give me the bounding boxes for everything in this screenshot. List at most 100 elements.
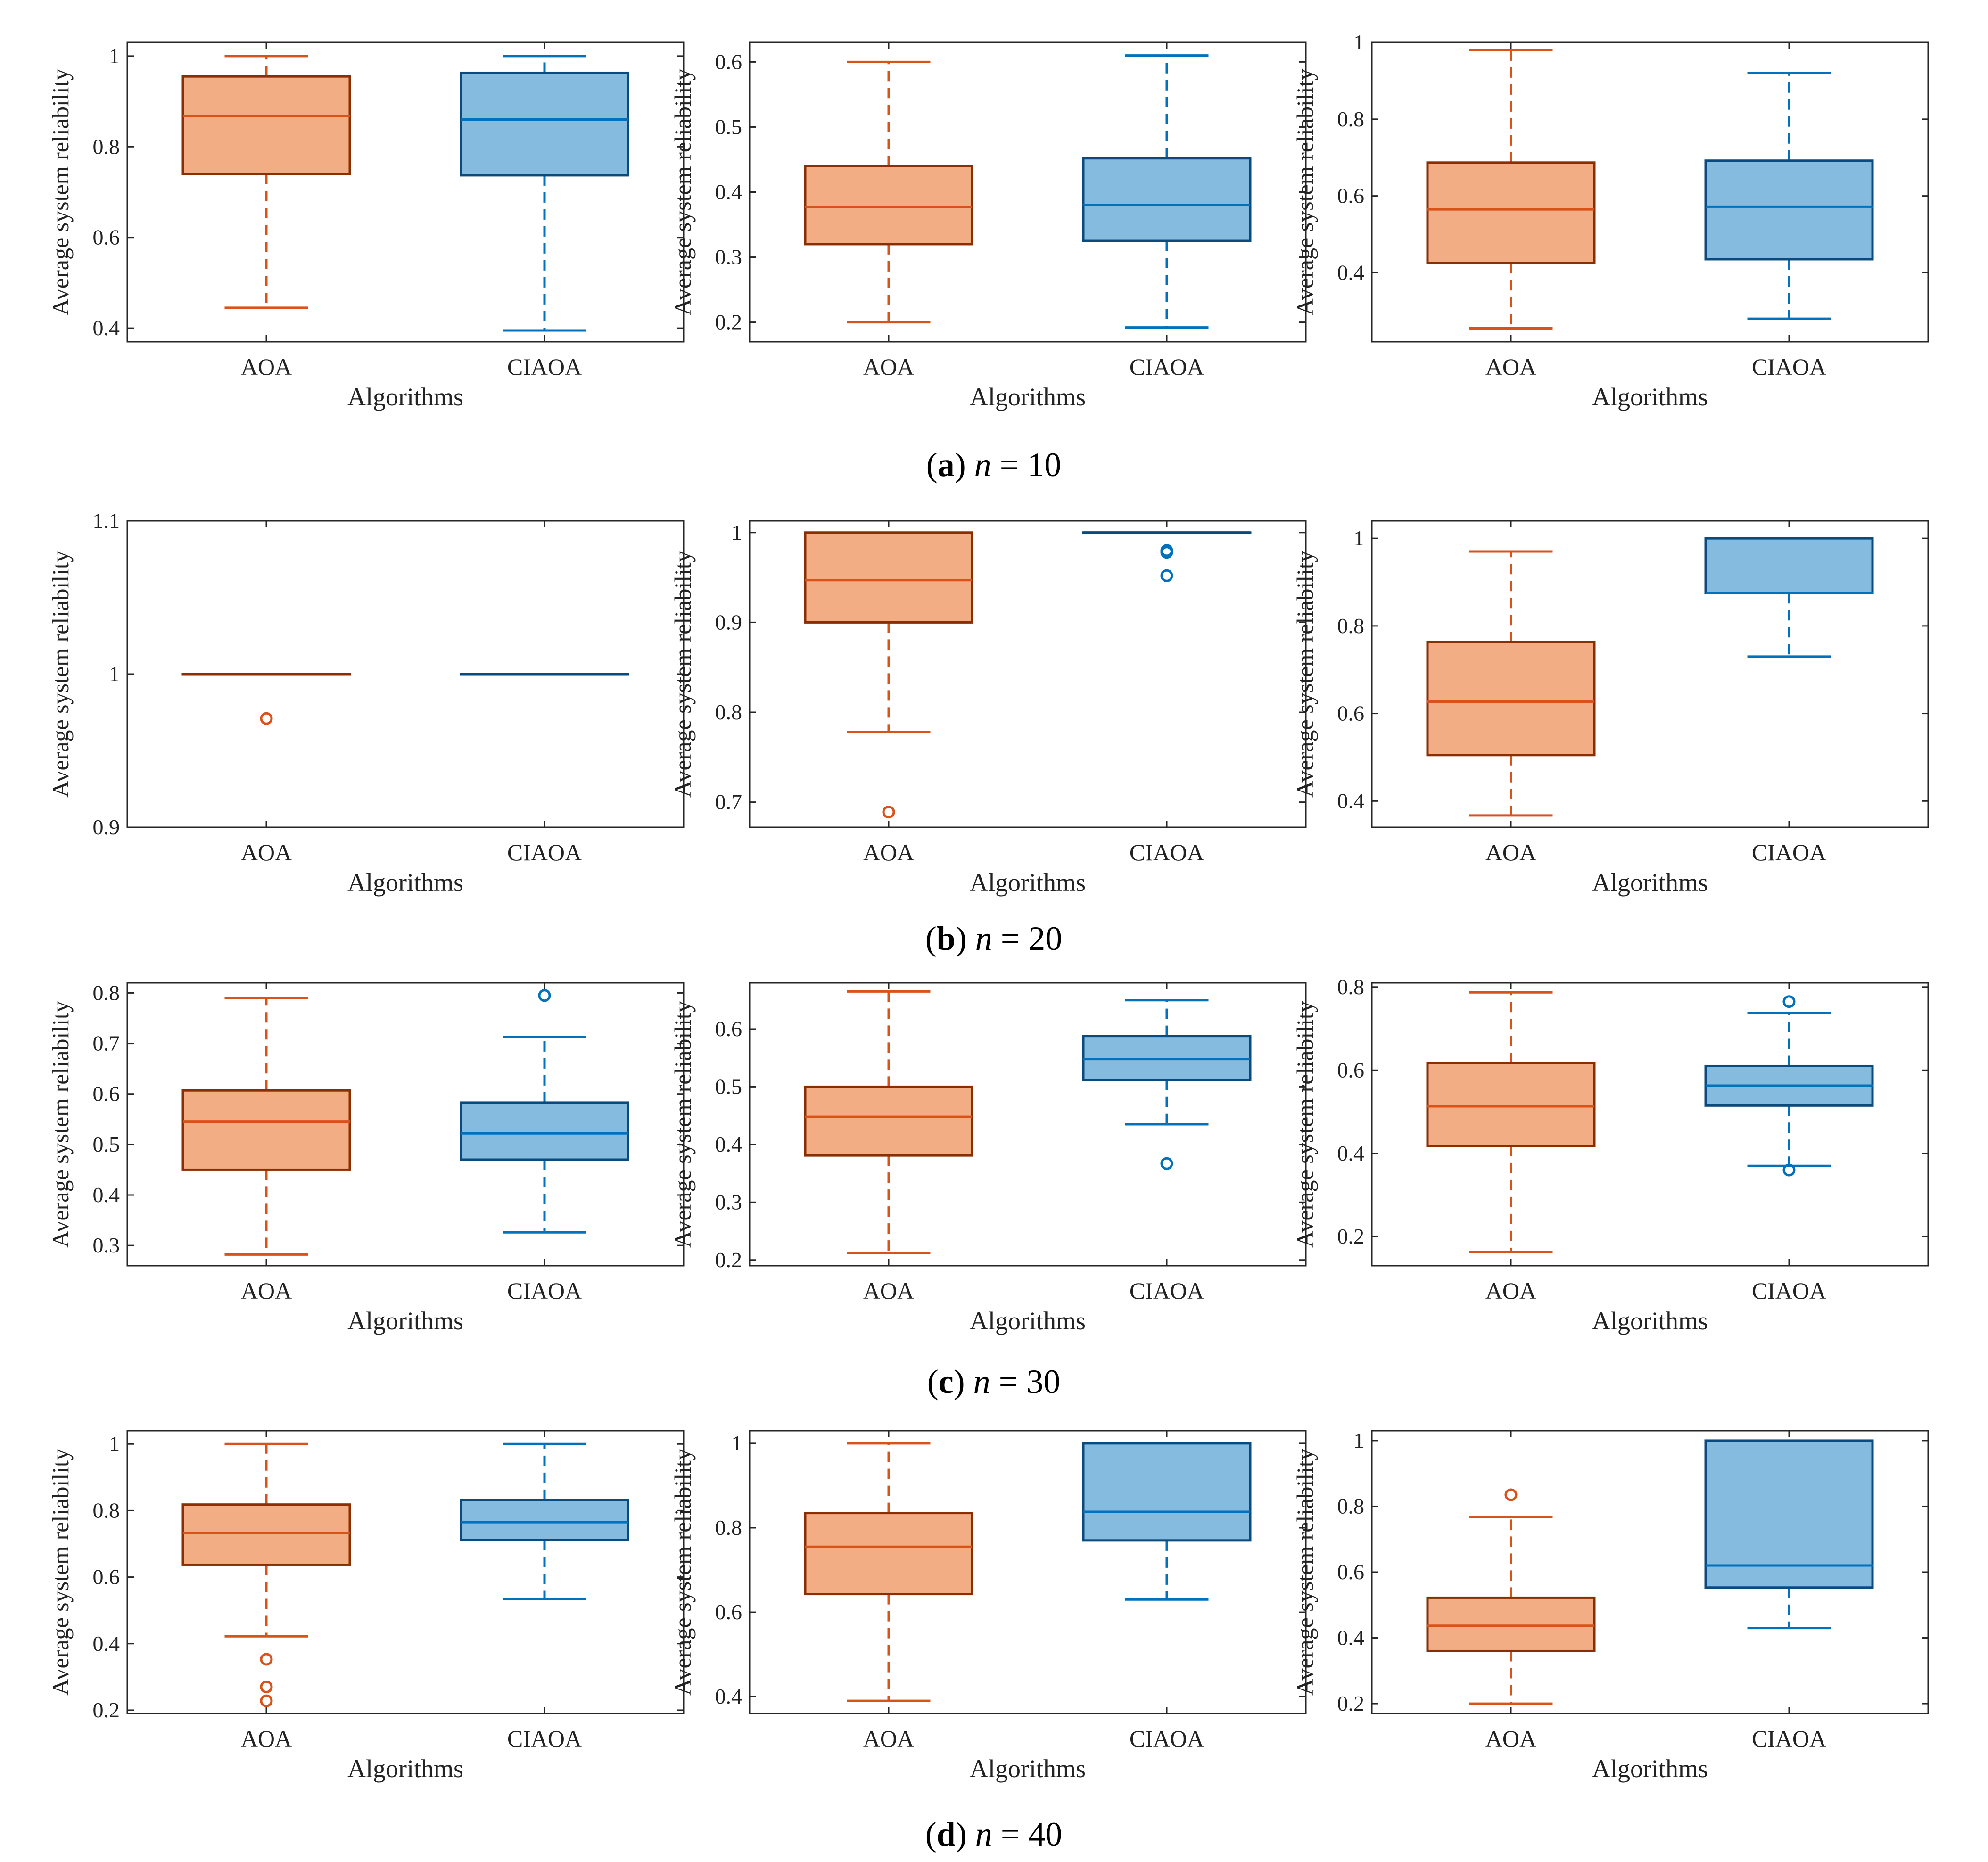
panel-r4-c1: 0.2 0.4 0.6 0.8 1 AOA CIAOA Algorithms Average s…: [47, 1430, 685, 1783]
y-tick-label: 0.5: [93, 1132, 120, 1156]
caption-letter: a: [938, 446, 955, 484]
y-tick-label: 0.4: [1337, 1141, 1365, 1165]
y-tick-label: 0.9: [93, 815, 120, 839]
y-tick-label: 0.6: [1337, 701, 1365, 725]
y-tick-label: 0.8: [93, 980, 120, 1005]
axes-frame: [749, 1430, 1307, 1714]
y-axis-label: Average system reliability: [47, 551, 74, 798]
panel-r1-c2: 0.2 0.3 0.4 0.5 0.6 AOA CIAOA Algorithms Average…: [669, 41, 1307, 411]
aoa-outlier: [260, 1694, 273, 1707]
aoa-box: [181, 75, 351, 175]
x-tick-label-aoa: AOA: [241, 1277, 292, 1304]
y-tick-label: 0.2: [1337, 1224, 1365, 1248]
y-axis-label: Average system reliability: [1292, 1449, 1318, 1696]
y-tick-label: 0.4: [1337, 260, 1365, 284]
x-tick-label-aoa: AOA: [241, 354, 292, 380]
caption-value: = 10: [991, 446, 1062, 484]
axes-frame: [749, 520, 1307, 828]
y-axis-label: Average system reliability: [669, 1449, 696, 1696]
y-tick-label: 0.4: [93, 316, 120, 340]
x-tick-label-aoa: AOA: [1485, 839, 1536, 865]
aoa-outlier: [260, 1653, 273, 1666]
x-axis-label: Algorithms: [970, 383, 1086, 411]
x-axis-label: Algorithms: [970, 1755, 1086, 1783]
caption-value: = 20: [992, 920, 1063, 957]
y-tick-label: 0.3: [93, 1233, 120, 1257]
y-tick-label: 0.8: [1337, 1494, 1365, 1518]
ciaoa-outlier: [1160, 569, 1173, 582]
y-tick-label: 0.6: [715, 1600, 742, 1624]
y-tick-label: 0.7: [715, 790, 742, 814]
y-tick-label: 0.4: [715, 1132, 742, 1156]
aoa-outlier: [1504, 1488, 1518, 1501]
y-tick-label: 0.5: [715, 1074, 742, 1098]
y-tick-label: 0.7: [93, 1031, 120, 1055]
aoa-box: [1426, 641, 1596, 757]
y-axis-label: Average system reliability: [47, 1001, 74, 1248]
caption-value: = 40: [992, 1815, 1063, 1853]
ciaoa-box: [460, 1499, 629, 1541]
row-caption-d: (d) n = 40: [925, 1815, 1063, 1853]
caption-variable: n: [975, 1815, 992, 1853]
x-axis-label: Algorithms: [1592, 1755, 1708, 1783]
ciaoa-box: [1704, 159, 1874, 261]
ciaoa-box: [1082, 157, 1252, 242]
x-tick-label-aoa: AOA: [863, 839, 914, 865]
y-tick-label: 1: [109, 662, 120, 686]
y-tick-label: 0.4: [1337, 1626, 1365, 1650]
axes-frame: [1371, 41, 1929, 343]
ciaoa-outlier: [1782, 995, 1796, 1008]
aoa-box: [1426, 161, 1596, 264]
x-axis-label: Algorithms: [970, 1307, 1086, 1335]
y-tick-label: 0.4: [715, 1684, 742, 1708]
y-tick-label: 0.8: [715, 700, 742, 724]
y-tick-label: 0.4: [715, 180, 742, 204]
ciaoa-box: [460, 71, 629, 177]
y-tick-label: 1: [1353, 30, 1364, 54]
y-axis-label: Average system reliability: [669, 69, 696, 316]
x-tick-label-aoa: AOA: [863, 1277, 914, 1304]
y-axis-label: Average system reliability: [1292, 1001, 1318, 1248]
caption-value: = 30: [990, 1363, 1061, 1401]
panel-r2-c3: 0.4 0.6 0.8 1 AOA CIAOA Algorithms Average syst…: [1292, 520, 1929, 897]
y-tick-label: 1: [1353, 1428, 1364, 1452]
panel-r4-c3: 0.2 0.4 0.6 0.8 1 AOA CIAOA Algorithms Average s…: [1292, 1428, 1929, 1783]
aoa-box: [804, 531, 973, 624]
x-tick-label-ciaoa: CIAOA: [1752, 1725, 1826, 1752]
aoa-box: [181, 1089, 351, 1171]
ciaoa-outlier: [1160, 1157, 1173, 1170]
axes-frame: [1371, 982, 1929, 1267]
y-tick-label: 0.5: [715, 115, 742, 139]
caption-letter: b: [937, 920, 956, 957]
aoa-box: [181, 1503, 351, 1566]
row-caption-a: (a) n = 10: [926, 446, 1062, 484]
x-tick-label-ciaoa: CIAOA: [1752, 1277, 1826, 1304]
y-tick-label: 1: [731, 520, 742, 544]
x-axis-label: Algorithms: [970, 868, 1086, 897]
y-tick-label: 0.8: [93, 1498, 120, 1522]
y-tick-label: 0.8: [1337, 614, 1365, 638]
y-tick-label: 0.3: [715, 245, 742, 269]
x-tick-label-ciaoa: CIAOA: [1752, 354, 1826, 380]
x-tick-label-aoa: AOA: [1485, 1277, 1536, 1304]
y-tick-label: 1: [109, 44, 120, 68]
aoa-outlier: [882, 806, 895, 819]
x-tick-label-ciaoa: CIAOA: [1752, 839, 1826, 865]
y-tick-label: 0.4: [93, 1183, 120, 1207]
x-tick-label-aoa: AOA: [863, 354, 914, 380]
panel-r1-c3: 0.4 0.6 0.8 1 AOA CIAOA Algorithms Average syst…: [1292, 30, 1929, 411]
y-axis-label: Average system reliability: [1292, 551, 1318, 798]
y-tick-label: 0.8: [1337, 975, 1365, 999]
row-caption-c: (c) n = 30: [927, 1363, 1061, 1401]
x-tick-label-ciaoa: CIAOA: [507, 839, 582, 865]
y-axis-label: Average system reliability: [1292, 69, 1318, 316]
x-axis-label: Algorithms: [347, 1307, 463, 1335]
x-axis-label: Algorithms: [1592, 383, 1708, 411]
aoa-outlier: [260, 1681, 273, 1694]
y-tick-label: 0.6: [1337, 1560, 1365, 1584]
x-tick-label-ciaoa: CIAOA: [507, 354, 582, 380]
axes-frame: [126, 41, 685, 343]
y-tick-label: 0.4: [93, 1631, 120, 1656]
row-caption-b: (b) n = 20: [925, 920, 1063, 957]
y-tick-label: 0.6: [93, 1082, 120, 1106]
